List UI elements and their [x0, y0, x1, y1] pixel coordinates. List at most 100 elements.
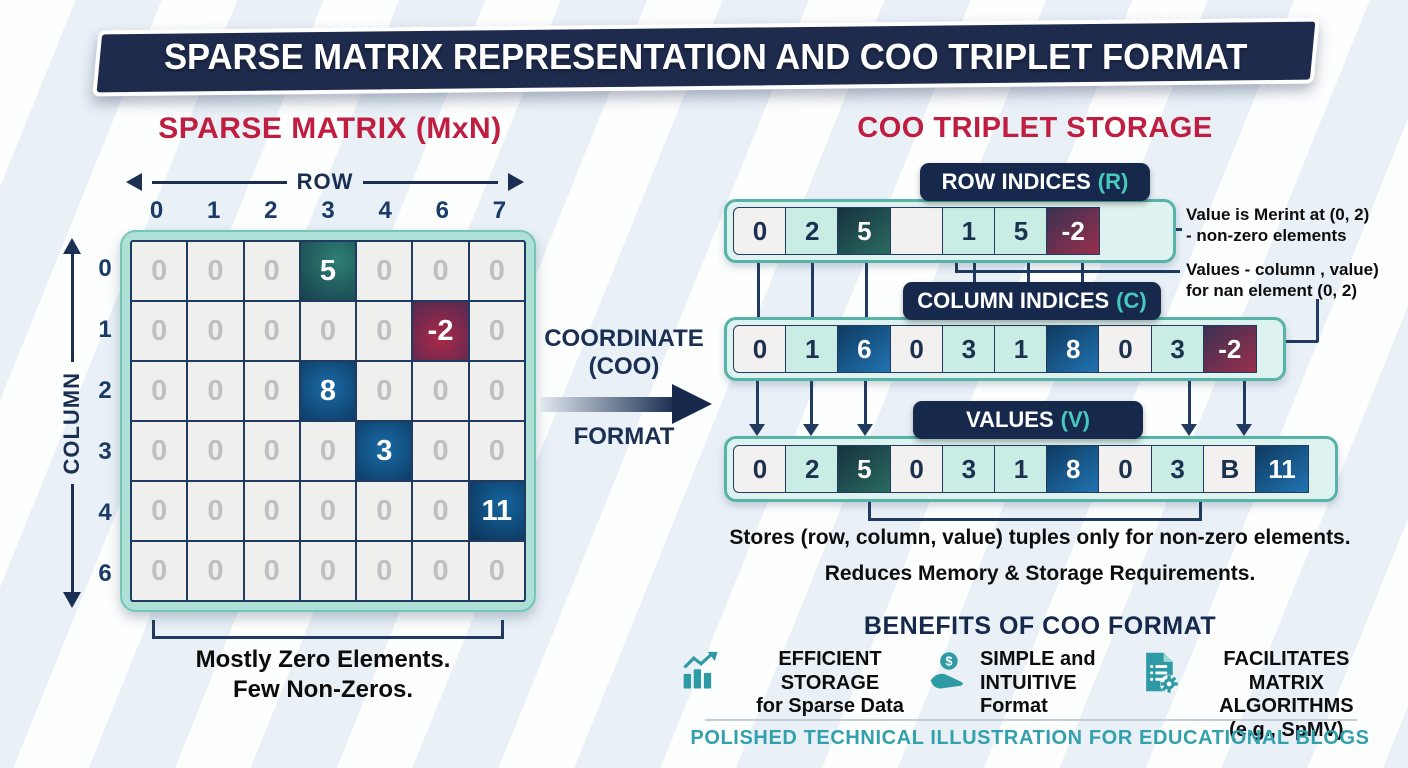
- array-cell: 1: [785, 325, 840, 373]
- array-cell: 0: [733, 445, 787, 493]
- matrix-column-header: 0: [149, 197, 164, 224]
- matrix-cell-r1c3: 0: [300, 302, 356, 360]
- matrix-cell-r2c6: 0: [469, 362, 524, 420]
- sparse-matrix-title: SPARSE MATRIX (MxN): [158, 112, 502, 145]
- row-indices-badge: ROW INDICES (R): [920, 163, 1150, 201]
- connector-line: [810, 381, 813, 425]
- annotation-line: Value is Merint at (0, 2): [1186, 205, 1370, 224]
- connector-line: [1188, 381, 1191, 425]
- matrix-column-header: 2: [264, 197, 278, 224]
- axis-line: [70, 254, 74, 362]
- matrix-cell-r5c6: 0: [469, 542, 524, 600]
- down-arrow-icon: [749, 424, 765, 436]
- matrix-row-headers: 0 1 2 3 4 6: [92, 238, 118, 604]
- document-gear-icon: [1145, 652, 1178, 694]
- array-cell: 3: [1150, 445, 1205, 493]
- annotation-line: - non-zero elements: [1186, 226, 1347, 246]
- matrix-cell-r5c2: 0: [244, 542, 299, 600]
- annotation-line: Values - column , value): [1186, 260, 1379, 279]
- values-badge: VALUES (V): [913, 401, 1143, 439]
- matrix-cell-r1c0: 0: [132, 302, 187, 360]
- column-axis: COLUMN: [54, 238, 90, 609]
- arrow-down-icon: [63, 592, 81, 609]
- matrix-cell-r5c1: 0: [188, 542, 243, 600]
- column-indices-badge: COLUMN INDICES (C): [903, 282, 1161, 320]
- annotation-element: Values - column , value) for nan element…: [1186, 259, 1408, 302]
- matrix-cell-r3c0: 0: [132, 422, 187, 480]
- array-cell: 0: [733, 207, 787, 255]
- benefit-matrix-algorithms: FACILITATES MATRIX ALGORITHMS (e.g., SpM…: [1137, 648, 1382, 742]
- array-cell: 3: [941, 325, 996, 373]
- connector-line: [811, 263, 814, 317]
- matrix-cell-r4c5: 0: [413, 482, 468, 540]
- benefit-line: (e.g., SpMV): [1229, 718, 1344, 741]
- array-cell: B: [1202, 445, 1257, 493]
- arrow-right-icon: [508, 173, 525, 191]
- array-cell: 5: [994, 207, 1049, 255]
- array-cell: 3: [941, 445, 996, 493]
- benefit-line: ALGORITHMS: [1219, 695, 1354, 718]
- matrix-cell-r4c6: 11: [469, 482, 524, 540]
- matrix-cell-r0c3: 5: [300, 242, 356, 300]
- connector-line: [864, 381, 867, 425]
- row-indices-label: ROW INDICES: [941, 169, 1091, 194]
- array-cell: 2: [785, 207, 840, 255]
- matrix-cell-r5c5: 0: [413, 542, 468, 600]
- benefit-simple-format: $ SIMPLE and INTUITIVE Format: [926, 648, 1137, 719]
- annotation-nonzero: Value is Merint at (0, 2) - non-zero ele…: [1186, 204, 1408, 247]
- sparse-matrix-frame: 0 0 0 5 0 0 0 0 0 0 0 0 -2 0 0 0 0 8 0 0 0 0 0 0 0 3 0 0 0 0 0 0 0 0 11 0 0 0…: [120, 230, 536, 612]
- matrix-cell-r3c5: 0: [413, 422, 468, 480]
- matrix-caption: Mostly Zero Elements. Few Non-Zeros.: [118, 645, 528, 705]
- matrix-row-header: 2: [98, 376, 112, 404]
- array-cell: -2: [1046, 207, 1101, 255]
- array-cell: 0: [1098, 325, 1153, 373]
- matrix-caption-line1: Mostly Zero Elements.: [195, 646, 451, 673]
- matrix-cell-r2c0: 0: [132, 362, 187, 420]
- matrix-row-header: 3: [98, 437, 112, 465]
- matrix-cell-r0c2: 0: [244, 242, 299, 300]
- row-indices-letter: (R): [1097, 169, 1129, 194]
- down-arrow-icon: [1181, 424, 1197, 436]
- benefits-row: EFFICIENT STORAGE for Sparse Data $ SIMP…: [680, 648, 1382, 742]
- matrix-grid: 0 0 0 5 0 0 0 0 0 0 0 0 -2 0 0 0 0 8 0 0 0 0 0 0 0 3 0 0 0 0 0 0 0 0 11 0 0 0…: [130, 240, 526, 602]
- array-cell: 2: [785, 445, 840, 493]
- matrix-cell-r2c3: 8: [300, 362, 356, 420]
- axis-line: [70, 484, 74, 593]
- matrix-cell-r4c1: 0: [188, 482, 243, 540]
- column-indices-letter: (C): [1116, 288, 1147, 313]
- array-cell: 1: [941, 207, 996, 255]
- title-banner: SPARSE MATRIX REPRESENTATION AND COO TRI…: [92, 17, 1320, 97]
- matrix-row-header: 6: [98, 559, 112, 587]
- footer-divider: [705, 719, 1357, 721]
- matrix-cell-r2c5: 0: [413, 362, 468, 420]
- array-cell: 0: [1098, 445, 1153, 493]
- benefit-line: INTUITIVE Format: [979, 671, 1077, 718]
- matrix-column-header: 3: [321, 197, 335, 224]
- dollar-hand-icon: $: [930, 652, 963, 689]
- matrix-row-header: 4: [98, 498, 112, 526]
- matrix-cell-r2c2: 0: [244, 362, 299, 420]
- down-arrow-icon: [1236, 424, 1252, 436]
- arrow-shaft: [540, 397, 674, 412]
- array-cell: -2: [1202, 325, 1257, 373]
- matrix-cell-r1c5: -2: [413, 302, 468, 360]
- matrix-cell-r5c3: 0: [300, 542, 356, 600]
- bar-chart-icon: [683, 651, 718, 689]
- matrix-column-header: 4: [378, 197, 392, 224]
- annotation-connector: [1316, 299, 1319, 342]
- matrix-cell-r3c2: 0: [244, 422, 299, 480]
- matrix-cell-r5c0: 0: [132, 542, 187, 600]
- matrix-row-header: 1: [98, 315, 112, 343]
- values-label: VALUES: [966, 407, 1054, 432]
- matrix-cell-r5c4: 0: [357, 542, 412, 600]
- coo-format-arrow-icon: [540, 384, 712, 424]
- annotation-connector: [1271, 340, 1318, 343]
- row-axis: ROW: [126, 169, 525, 195]
- annotation-connector: [955, 263, 958, 272]
- values-array: 0 2 5 0 3 1 8 0 3 B 11: [724, 436, 1338, 502]
- benefit-line: SIMPLE and: [979, 648, 1096, 670]
- format-label: FORMAT: [573, 423, 675, 450]
- benefit-line: FACILITATES MATRIX: [1223, 648, 1350, 694]
- array-cell: 0: [733, 325, 787, 373]
- matrix-column-header: 1: [207, 197, 221, 224]
